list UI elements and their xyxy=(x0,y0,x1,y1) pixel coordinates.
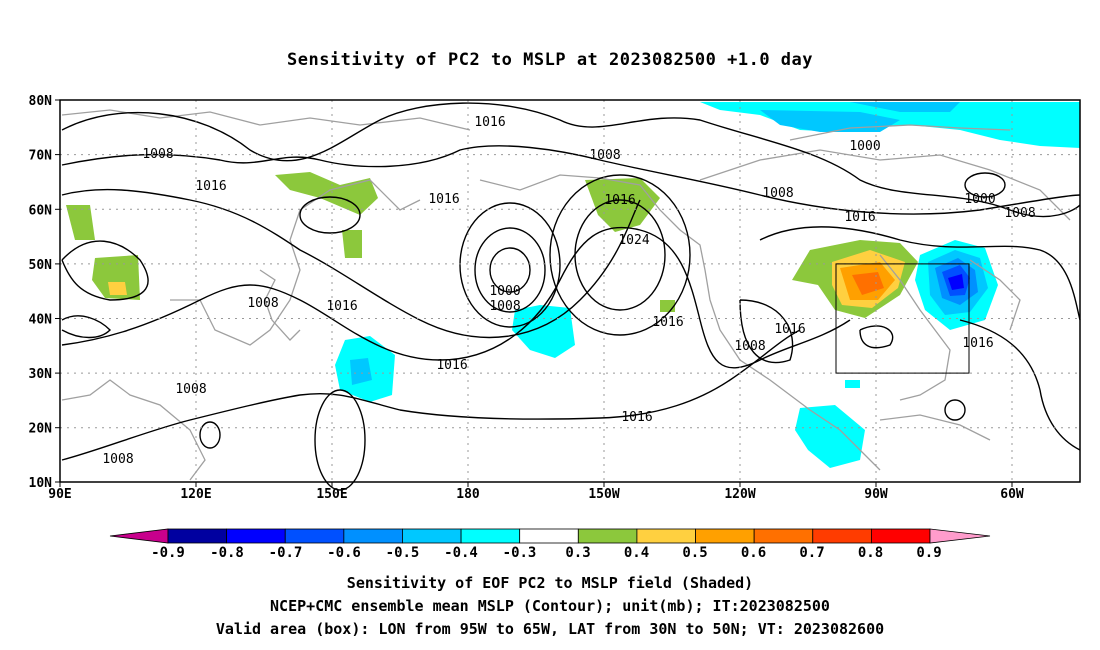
lon-tick-label: 90E xyxy=(48,487,71,502)
sensitivity-shading xyxy=(66,102,1080,468)
lat-tick-label: 20N xyxy=(29,422,53,437)
contour-label: 1016 xyxy=(195,179,226,194)
contour-label: 1008 xyxy=(247,296,278,311)
colorbar-label: -0.7 xyxy=(269,545,303,561)
contour-label: 1016 xyxy=(652,315,683,330)
colorbar-boxes xyxy=(167,528,931,544)
contour-label: 1016 xyxy=(621,410,652,425)
caption-line-2: NCEP+CMC ensemble mean MSLP (Contour); u… xyxy=(270,597,830,615)
lon-tick-label: 120W xyxy=(724,487,755,502)
contour-label: 1016 xyxy=(474,115,505,130)
lon-tick-labels: 90E 120E 150E 180 150W 120W 90W 60W xyxy=(48,487,1024,502)
caption-line-3: Valid area (box): LON from 95W to 65W, L… xyxy=(215,620,885,638)
lat-tick-labels: 80N 70N 60N 50N 40N 30N 20N 10N xyxy=(29,94,53,491)
colorbar-label: 0.5 xyxy=(682,545,707,561)
contour-label: 1016 xyxy=(604,193,635,208)
chart-title: Sensitivity of PC2 to MSLP at 2023082500… xyxy=(286,50,813,70)
contour-label: 1000 xyxy=(849,139,880,154)
contour-label: 1008 xyxy=(589,148,620,163)
lon-tick-label: 60W xyxy=(1000,487,1024,502)
colorbar-box xyxy=(812,528,872,544)
contour-labels: 1016 1008 1016 1008 1000 1000 1008 1016 … xyxy=(102,115,1035,467)
colorbar-label: -0.4 xyxy=(444,545,478,561)
contour-label: 1016 xyxy=(428,192,459,207)
colorbar-box xyxy=(226,528,286,544)
colorbar-box xyxy=(753,528,814,544)
contour-label: 1016 xyxy=(326,299,357,314)
colorbar-right-arrow xyxy=(929,528,991,544)
lat-tick-label: 60N xyxy=(29,203,53,218)
contour-label: 1016 xyxy=(774,322,805,337)
colorbar-label: -0.9 xyxy=(151,545,185,561)
colorbar: -0.9 -0.8 -0.7 -0.6 -0.5 -0.4 -0.3 0.3 0… xyxy=(109,528,991,561)
colorbar-box xyxy=(695,528,755,544)
colorbar-box xyxy=(519,528,579,544)
tick-marks xyxy=(55,99,1013,487)
contour-label: 1008 xyxy=(489,299,520,314)
contour-label: 1008 xyxy=(734,339,765,354)
colorbar-label: 0.3 xyxy=(565,545,590,561)
colorbar-label: -0.3 xyxy=(503,545,537,561)
colorbar-box xyxy=(460,528,521,544)
contour-label: 1024 xyxy=(618,233,649,248)
lat-tick-label: 80N xyxy=(29,94,53,109)
colorbar-box xyxy=(577,528,638,544)
contour-label: 1008 xyxy=(175,382,206,397)
lat-tick-label: 10N xyxy=(29,476,53,491)
lon-tick-label: 180 xyxy=(456,487,480,502)
contour-label: 1000 xyxy=(489,284,520,299)
colorbar-label: 0.7 xyxy=(799,545,824,561)
contour-label: 1008 xyxy=(762,186,793,201)
colorbar-label: 0.4 xyxy=(624,545,649,561)
lon-tick-label: 150E xyxy=(316,487,347,502)
lon-tick-label: 150W xyxy=(588,487,619,502)
colorbar-left-arrow xyxy=(109,528,169,544)
lat-tick-label: 50N xyxy=(29,258,53,273)
contour-label: 1016 xyxy=(962,336,993,351)
colorbar-label: -0.5 xyxy=(386,545,420,561)
valid-area-box xyxy=(835,263,970,374)
colorbar-label: 0.6 xyxy=(741,545,766,561)
lat-tick-label: 70N xyxy=(29,149,53,164)
contour-label: 1008 xyxy=(102,452,133,467)
lon-tick-label: 120E xyxy=(180,487,211,502)
colorbar-box xyxy=(402,528,462,544)
coastlines xyxy=(61,109,1071,481)
colorbar-label: -0.8 xyxy=(210,545,244,561)
colorbar-box xyxy=(636,528,696,544)
colorbar-label: 0.9 xyxy=(916,545,941,561)
map-frame xyxy=(59,99,1081,483)
gridlines xyxy=(60,100,1080,482)
colorbar-labels: -0.9 -0.8 -0.7 -0.6 -0.5 -0.4 -0.3 0.3 0… xyxy=(151,545,942,561)
colorbar-label: 0.8 xyxy=(858,545,883,561)
contour-label: 1000 xyxy=(964,192,995,207)
colorbar-box xyxy=(167,528,228,544)
colorbar-box xyxy=(343,528,403,544)
contour-label: 1016 xyxy=(436,358,467,373)
contour-label: 1008 xyxy=(1004,206,1035,221)
contour-label: 1016 xyxy=(844,210,875,225)
lon-tick-label: 90W xyxy=(864,487,888,502)
colorbar-label: -0.6 xyxy=(327,545,361,561)
colorbar-box xyxy=(284,528,345,544)
lat-tick-label: 30N xyxy=(29,367,53,382)
lat-tick-label: 40N xyxy=(29,313,53,328)
mslp-contours xyxy=(61,102,1081,491)
colorbar-box xyxy=(870,528,931,544)
caption-line-1: Sensitivity of EOF PC2 to MSLP field (Sh… xyxy=(346,574,754,592)
